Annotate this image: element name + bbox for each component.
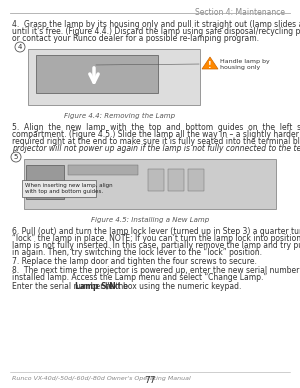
- Text: 77: 77: [144, 376, 156, 385]
- Text: compartment. (Figure 4.5.) Slide the lamp all the way in – a slightly harder pus: compartment. (Figure 4.5.) Slide the lam…: [12, 130, 300, 139]
- Text: Figure 4.4: Removing the Lamp: Figure 4.4: Removing the Lamp: [64, 113, 176, 119]
- Text: in again. Then, try switching the lock lever to the “lock” position.: in again. Then, try switching the lock l…: [12, 248, 262, 257]
- Text: 7. Replace the lamp door and tighten the four screws to secure.: 7. Replace the lamp door and tighten the…: [12, 257, 257, 266]
- Text: required right at the end to make sure it is fully seated into the terminal bloc: required right at the end to make sure i…: [12, 137, 300, 146]
- Circle shape: [11, 152, 21, 162]
- FancyBboxPatch shape: [24, 159, 276, 209]
- Text: projector will not power up again if the lamp is not fully connected to the term: projector will not power up again if the…: [12, 144, 300, 153]
- Text: installed lamp. Access the Lamp menu and select “Change Lamp.”: installed lamp. Access the Lamp menu and…: [12, 273, 267, 282]
- Text: Runco VX-40d/-50d/-60d/-80d Owner's Operating Manual: Runco VX-40d/-50d/-60d/-80d Owner's Oper…: [12, 376, 191, 381]
- Polygon shape: [202, 57, 218, 69]
- Text: 8.  The next time the projector is powered up, enter the new serial number of th: 8. The next time the projector is powere…: [12, 266, 300, 275]
- Text: “lock” the lamp in place. NOTE: If you can’t turn the lamp lock into position it: “lock” the lamp in place. NOTE: If you c…: [12, 234, 300, 243]
- Text: Lamp S/N: Lamp S/N: [75, 282, 116, 291]
- FancyBboxPatch shape: [168, 169, 184, 191]
- Text: When inserting new lamp, align
with top and bottom guides.: When inserting new lamp, align with top …: [25, 183, 112, 194]
- FancyBboxPatch shape: [22, 180, 96, 197]
- Text: !: !: [208, 61, 212, 69]
- Text: 6. Pull (out) and turn the lamp lock lever (turned up in Step 3) a quarter turn : 6. Pull (out) and turn the lamp lock lev…: [12, 227, 300, 236]
- Text: Enter the serial number in the: Enter the serial number in the: [12, 282, 130, 291]
- Text: Section 4: Maintenance: Section 4: Maintenance: [195, 8, 285, 17]
- FancyBboxPatch shape: [188, 169, 204, 191]
- Text: 4: 4: [18, 44, 22, 50]
- Text: until it's free. (Figure 4.4.) Discard the lamp using safe disposal/recycling pr: until it's free. (Figure 4.4.) Discard t…: [12, 27, 300, 36]
- FancyBboxPatch shape: [148, 169, 164, 191]
- Text: text box using the numeric keypad.: text box using the numeric keypad.: [103, 282, 242, 291]
- Text: 5: 5: [14, 154, 18, 160]
- FancyBboxPatch shape: [36, 55, 158, 93]
- FancyBboxPatch shape: [26, 165, 64, 199]
- Text: Handle lamp by
housing only: Handle lamp by housing only: [220, 59, 270, 70]
- FancyBboxPatch shape: [68, 165, 138, 175]
- Text: lamp is not fully inserted. In this case, partially remove the lamp and try push: lamp is not fully inserted. In this case…: [12, 241, 300, 250]
- Text: Figure 4.5: Installing a New Lamp: Figure 4.5: Installing a New Lamp: [91, 217, 209, 223]
- Circle shape: [15, 42, 25, 52]
- Text: 5.  Align  the  new  lamp  with  the  top  and  bottom  guides  on  the  left  s: 5. Align the new lamp with the top and b…: [12, 123, 300, 132]
- Text: or contact your Runco dealer for a possible re-lamping program.: or contact your Runco dealer for a possi…: [12, 34, 259, 43]
- Text: 4.  Grasp the lamp by its housing only and pull it straight out (lamp slides alo: 4. Grasp the lamp by its housing only an…: [12, 20, 300, 29]
- FancyBboxPatch shape: [28, 49, 200, 105]
